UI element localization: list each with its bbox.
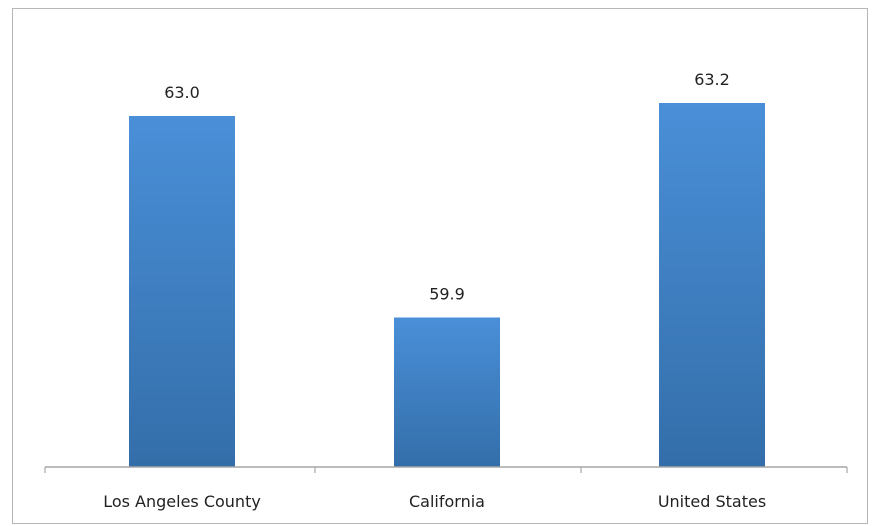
bar-united-states	[659, 103, 765, 467]
category-label-california: California	[409, 492, 485, 511]
data-label-california: 59.9	[429, 285, 465, 304]
bar-california	[394, 317, 500, 467]
category-label-united-states: United States	[658, 492, 766, 511]
data-label-united-states: 63.2	[694, 70, 730, 89]
plot-area: 63.0 59.9 63.2 Los Angeles County California…	[44, 70, 848, 511]
category-label-los-angeles-county: Los Angeles County	[103, 492, 261, 511]
bar-los-angeles-county	[129, 116, 235, 467]
data-label-los-angeles-county: 63.0	[164, 83, 200, 102]
